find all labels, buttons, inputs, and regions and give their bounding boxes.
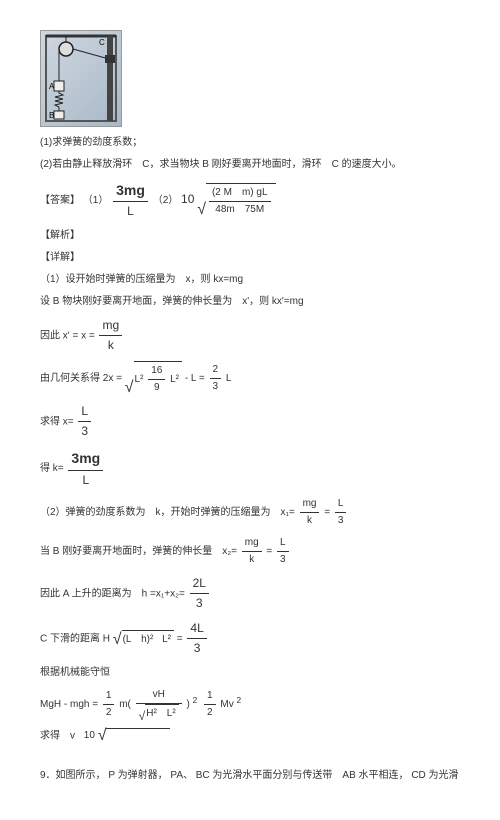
sqrt-icon: √ bbox=[113, 632, 122, 648]
detail-label: 【详解】 bbox=[40, 250, 460, 266]
detail-10: C 下滑的距离 H √ (L h)² L² = 4L 3 bbox=[40, 619, 460, 658]
d12-f1-den: 2 bbox=[103, 705, 115, 721]
ans2-sqrt-num: (2 M m) gL bbox=[209, 185, 271, 202]
d9-num: 2L bbox=[190, 574, 209, 594]
svg-text:A: A bbox=[49, 82, 55, 91]
d7-den: k bbox=[300, 513, 320, 529]
detail-9: 因此 A 上升的距离为 h =x₁+x₂= 2L 3 bbox=[40, 574, 460, 613]
d4-f1-num: 16 bbox=[148, 363, 165, 380]
svg-text:B: B bbox=[49, 111, 54, 120]
sqrt-icon: √ bbox=[197, 202, 206, 218]
detail-3: 因此 x' = x = mg k bbox=[40, 316, 460, 355]
d12-f1-num: 1 bbox=[103, 688, 115, 705]
ans1-numerator: 3mg bbox=[113, 179, 148, 202]
explain-label: 【解析】 bbox=[40, 228, 460, 244]
sqrt-icon: √ bbox=[139, 710, 146, 722]
d3-num: mg bbox=[99, 316, 122, 336]
d12-inner-num: vH bbox=[136, 687, 182, 704]
ans2-coef: 10 bbox=[181, 192, 194, 206]
d8-num: mg bbox=[242, 535, 262, 552]
detail-7: （2）弹簧的劲度系数为 k，开始时弹簧的压缩量为 x₁= mg k = L 3 bbox=[40, 496, 460, 529]
d4-f2-den: 3 bbox=[210, 379, 222, 395]
question-9: 9．如图所示， P 为弹射器， PA、 BC 为光滑水平面分别与传送带 AB 水… bbox=[40, 768, 460, 784]
d12-f2-num: 1 bbox=[204, 688, 216, 705]
d3-den: k bbox=[99, 336, 122, 355]
detail-4: 由几何关系得 2x = √ L² 16 9 L² - L = 2 3 L bbox=[40, 361, 460, 396]
d6-num: 3mg bbox=[68, 447, 103, 470]
answer-2-prefix: （2） bbox=[153, 195, 179, 206]
d9-den: 3 bbox=[190, 594, 209, 613]
answer-line: 【答案】 （1） 3mg L （2） 10 √ (2 M m) gL 48m 7… bbox=[40, 179, 460, 222]
sqrt-icon: √ bbox=[125, 380, 134, 396]
d8-den2: 3 bbox=[277, 552, 289, 568]
d4-f2-num: 2 bbox=[210, 362, 222, 379]
detail-12: MgH - mgh = 1 2 m( vH √ H² L² ) 2 1 2 Mv… bbox=[40, 687, 460, 722]
question-2: (2)若由静止释放滑环 C，求当物块 B 刚好要离开地面时，滑环 C 的速度大小… bbox=[40, 157, 460, 173]
d10-den: 3 bbox=[187, 639, 206, 658]
d8-den: k bbox=[242, 552, 262, 568]
detail-6: 得 k= 3mg L bbox=[40, 447, 460, 490]
physics-diagram: A B C bbox=[40, 30, 122, 127]
d13-sqrt-body bbox=[106, 728, 170, 744]
d5-num: L bbox=[78, 402, 91, 422]
d12-f2-den: 2 bbox=[204, 705, 216, 721]
d7-num: mg bbox=[300, 496, 320, 513]
detail-8: 当 B 刚好要离开地面时，弹簧的伸长量 x₂= mg k = L 3 bbox=[40, 535, 460, 568]
d6-den: L bbox=[68, 471, 103, 490]
detail-1: （1）设开始时弹簧的压缩量为 x，则 kx=mg bbox=[40, 272, 460, 288]
d5-den: 3 bbox=[78, 422, 91, 441]
svg-text:C: C bbox=[99, 38, 105, 47]
question-1: (1)求弹簧的劲度系数； bbox=[40, 135, 460, 151]
d10-num: 4L bbox=[187, 619, 206, 639]
d7-den2: 3 bbox=[335, 513, 347, 529]
d12-inner-den: √ H² L² bbox=[136, 704, 182, 722]
sqrt-icon: √ bbox=[98, 728, 107, 744]
d7-num2: L bbox=[335, 496, 347, 513]
answer-label: 【答案】 bbox=[40, 195, 80, 206]
detail-5: 求得 x= L 3 bbox=[40, 402, 460, 441]
detail-2: 设 B 物块刚好要离开地面，弹簧的伸长量为 x'，则 kx'=mg bbox=[40, 294, 460, 310]
ans1-denominator: L bbox=[113, 202, 148, 221]
d8-num2: L bbox=[277, 535, 289, 552]
d4-f1-den: 9 bbox=[148, 380, 165, 396]
detail-13: 求得 v 10 √ bbox=[40, 728, 460, 745]
detail-11: 根据机械能守恒 bbox=[40, 665, 460, 681]
ans2-sqrt-den: 48m 75M bbox=[209, 202, 271, 218]
answer-1-prefix: （1） bbox=[83, 195, 109, 206]
